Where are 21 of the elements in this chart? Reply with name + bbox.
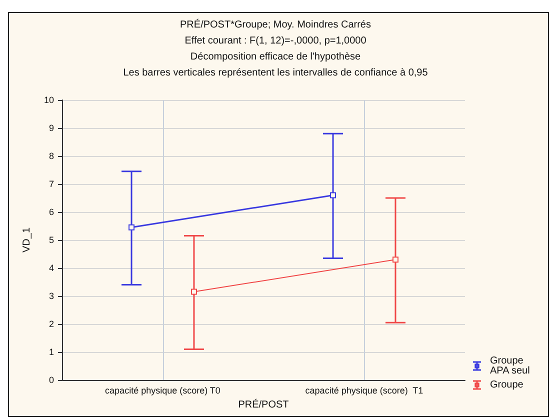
y-tick-label: 0 [48, 375, 54, 385]
text: Décomposition efficace de l'hypothèse [190, 52, 362, 62]
x-axis-title: PRÉ/POST [238, 398, 289, 410]
legend-label: Groupe APA seul [490, 356, 530, 376]
y-tick-label: 10 [44, 95, 54, 105]
chart-subtitle: Effet courant : F(1, 12)=-,0000, p=1,0000 [184, 36, 367, 46]
x-tick-label: capacité physique (score) T1 [305, 386, 424, 396]
legend-label: Groupe [490, 380, 524, 390]
y-tick-label: 7 [48, 179, 54, 189]
chart-title: PRÉ/POST*Groupe; Moy. Moindres Carrés [180, 18, 372, 30]
y-axis-title: VD_1 [22, 227, 32, 253]
y-tick-label: 3 [48, 291, 54, 301]
y-tick-label: 8 [48, 151, 54, 161]
y-tick-label: 2 [48, 319, 54, 329]
y-tick-label: 9 [48, 123, 54, 133]
y-tick-label: 6 [48, 207, 54, 217]
text: Les barres verticales représentent les intervalles de confiance à 0,95 [123, 68, 428, 78]
y-tick-label: 1 [48, 347, 54, 357]
y-tick-label: 5 [48, 235, 54, 245]
y-tick-label: 4 [48, 263, 54, 273]
x-tick-label: capacité physique (score) T0 [105, 386, 220, 396]
